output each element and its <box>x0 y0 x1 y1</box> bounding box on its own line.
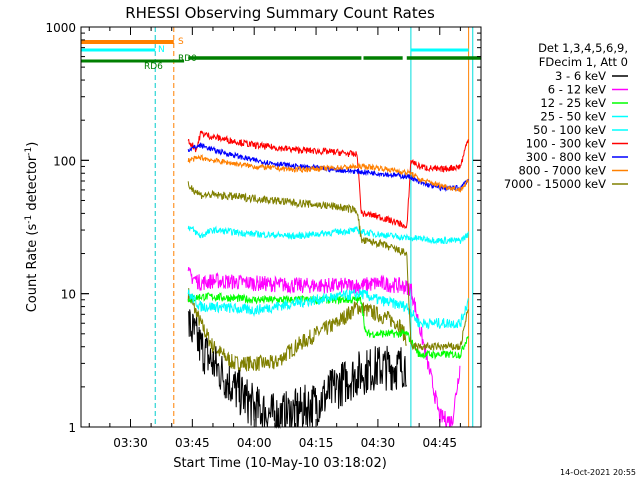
x-tick-label-5: 04:45 <box>422 436 457 450</box>
x-tick-label-2: 04:00 <box>237 436 272 450</box>
flag-label-rd0: RD0 <box>178 54 197 64</box>
legend-label-8: 7000 - 15000 keV <box>504 177 606 191</box>
series-line-0 <box>187 309 407 429</box>
x-tick-label-3: 04:15 <box>299 436 334 450</box>
plot-frame <box>80 26 482 428</box>
y-axis: 1 10 100 1000 <box>45 21 481 435</box>
series-line-4 <box>187 225 469 245</box>
background-series-line-0 <box>187 288 407 372</box>
legend-label-2: 12 - 25 keV <box>540 96 606 110</box>
legend: Det 1,3,4,5,6,9, FDecim 1, Att 0 3 - 6 k… <box>504 41 628 191</box>
generation-timestamp: 14-Oct-2021 20:55 <box>560 468 636 477</box>
legend-label-1: 6 - 12 keV <box>548 83 606 97</box>
y-axis-label-end: ) <box>25 142 40 147</box>
flag-label-s: S <box>178 37 184 47</box>
legend-label-0: 3 - 6 keV <box>555 69 606 83</box>
x-tick-label-0: 03:30 <box>113 436 148 450</box>
x-axis-label: Start Time (10-May-10 03:18:02) <box>173 456 387 471</box>
y-axis-label-suffix: detector <box>25 155 40 215</box>
series-line-8 <box>187 181 469 351</box>
legend-header-line-2: FDecim 1, Att 0 <box>539 55 628 69</box>
flag-label-n: N <box>158 45 165 55</box>
y-tick-label-3: 1000 <box>45 21 76 35</box>
legend-label-6: 300 - 800 keV <box>526 150 606 164</box>
legend-label-4: 50 - 100 keV <box>533 123 606 137</box>
plot-area: S N RD0 RD6 <box>81 27 481 429</box>
x-tick-label-4: 04:30 <box>361 436 396 450</box>
x-axis: 03:30 03:45 04:00 04:15 04:30 04:45 <box>88 27 482 450</box>
y-axis-label-superscript: -1 <box>24 215 34 224</box>
legend-label-7: 800 - 7000 keV <box>518 164 606 178</box>
y-axis-label: Count Rate (s-1 detector-1) <box>24 142 40 313</box>
x-tick-label-1: 03:45 <box>175 436 210 450</box>
series-line-2 <box>187 292 469 360</box>
chart-title: RHESSI Observing Summary Count Rates <box>125 4 435 22</box>
flag-label-rd6: RD6 <box>144 62 163 72</box>
y-tick-label-1: 10 <box>61 288 76 302</box>
series-line-3 <box>187 288 469 330</box>
legend-header-line-1: Det 1,3,4,5,6,9, <box>538 41 628 55</box>
y-axis-label-superscript-2: -1 <box>24 147 34 156</box>
series-line-1 <box>187 266 461 428</box>
y-tick-label-0: 1 <box>68 421 76 435</box>
legend-label-5: 100 - 300 keV <box>526 137 606 151</box>
y-axis-label-prefix: Count Rate (s <box>25 224 40 313</box>
series-line-7 <box>187 154 469 193</box>
y-tick-label-2: 100 <box>53 154 76 168</box>
legend-label-3: 25 - 50 keV <box>540 110 606 124</box>
series-line-5 <box>187 130 469 229</box>
